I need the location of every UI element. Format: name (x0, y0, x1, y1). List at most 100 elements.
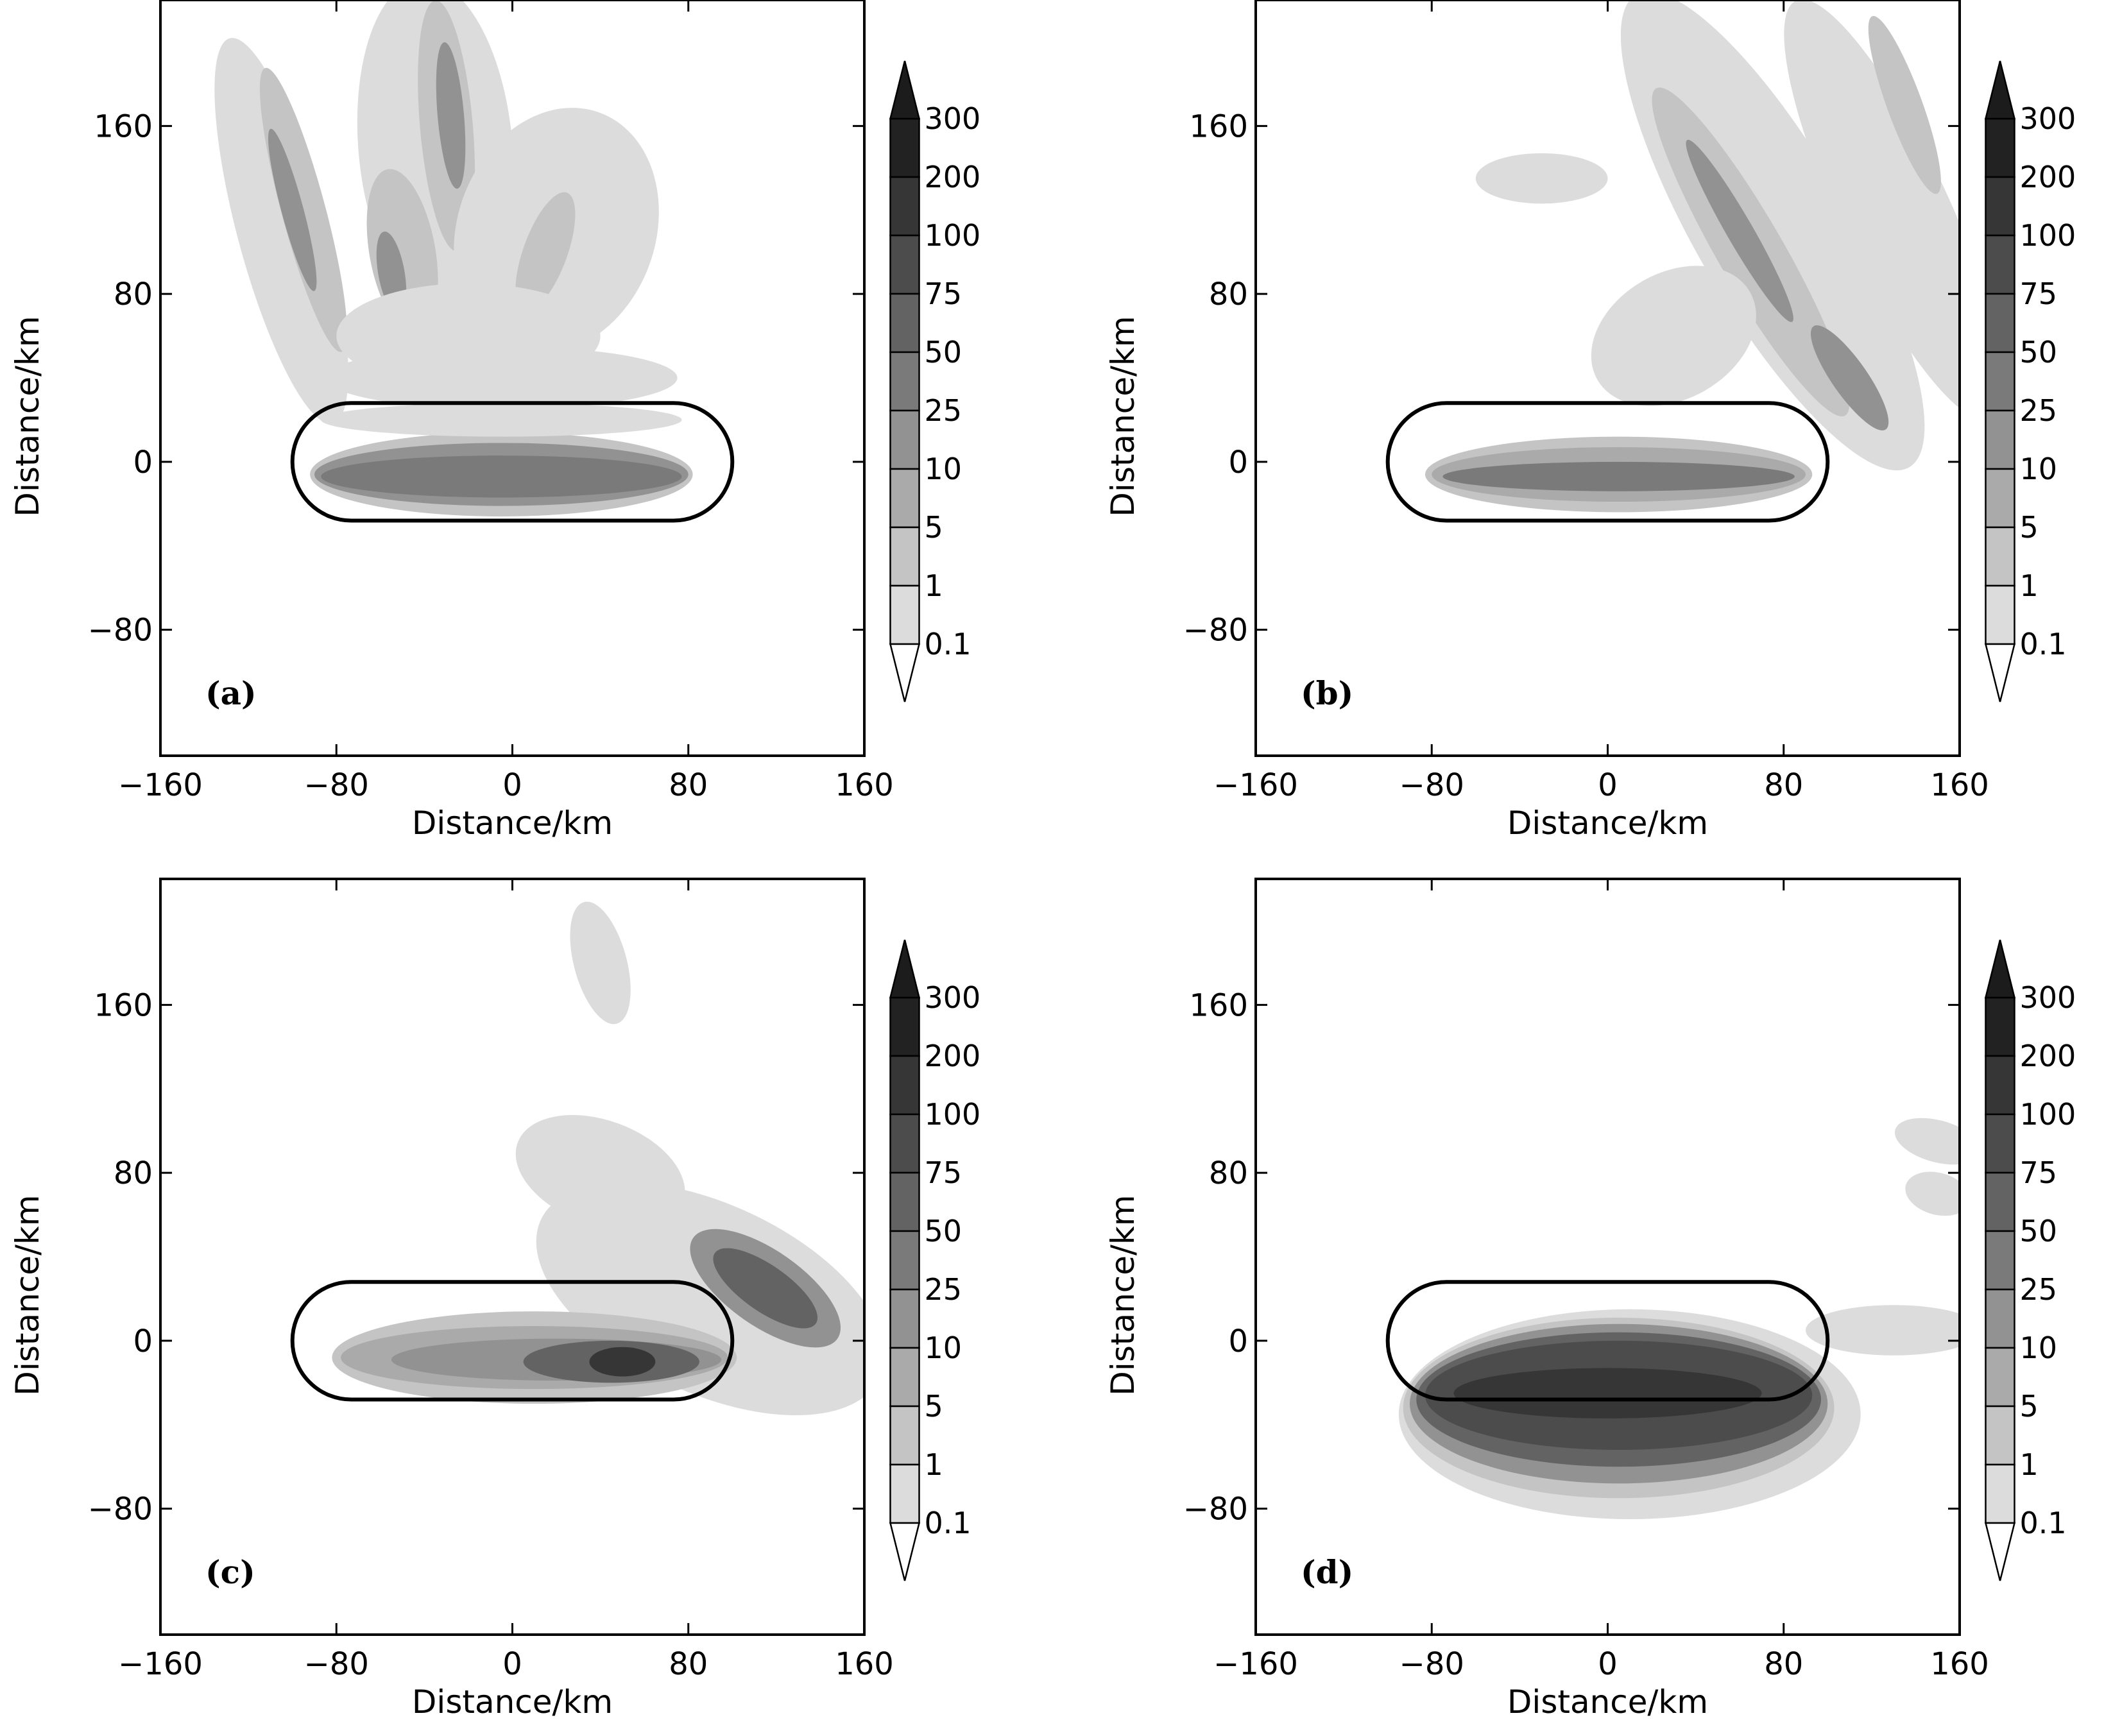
colorbar-segment (1985, 1347, 2015, 1408)
colorbar-level-label: 1 (925, 1447, 943, 1482)
colorbar-segment (889, 351, 920, 412)
y-tick-label: −80 (88, 613, 153, 649)
colorbar-segment (889, 409, 920, 470)
y-tick-label: 80 (1209, 1155, 1248, 1191)
y-tick-label: 0 (133, 445, 153, 481)
x-tick-label: 0 (502, 1646, 522, 1682)
colorbar-segment (1985, 409, 2015, 470)
colorbar-min-arrow (1984, 643, 2016, 702)
panel-3: −160 −80 0 80 160 160 80 0 −80 Distance/km Distanc… (1104, 878, 2076, 1721)
contour-blob (1810, 325, 1889, 430)
colorbar-segment (889, 996, 920, 1057)
x-tick-label: 160 (835, 1646, 894, 1682)
x-axis-label: Distance/km (412, 1683, 613, 1721)
colorbar-level-label: 0.1 (2020, 1506, 2067, 1540)
contour-blob (1591, 266, 1756, 406)
colorbar: 300 200 100 75 50 25 10 5 1 0.1 (889, 60, 981, 702)
colorbar-segment (1985, 1405, 2015, 1466)
contour-blob (1905, 1171, 1960, 1216)
contour-blob (1686, 139, 1793, 323)
contour-blob (1475, 153, 1608, 204)
contour-blob (1784, 0, 1960, 421)
colorbar-level-label: 100 (2020, 218, 2076, 253)
colorbar-level-label: 200 (925, 1039, 981, 1073)
panel-0: −160 −80 0 80 160 160 80 0 −80 Distance/km Distanc… (9, 0, 980, 842)
colorbar: 300 200 100 75 50 25 10 5 1 0.1 (1984, 60, 2076, 702)
colorbar-level-label: 0.1 (925, 1506, 971, 1540)
colorbar-level-label: 200 (925, 160, 981, 194)
colorbar-segment (1985, 176, 2015, 237)
x-tick-label: −160 (118, 767, 203, 803)
colorbar-level-label: 50 (2020, 335, 2058, 370)
colorbar-level-label: 25 (2020, 393, 2058, 428)
colorbar-segment (889, 1288, 920, 1349)
x-tick-label: 0 (1598, 1646, 1618, 1682)
contour-blob (1453, 1368, 1762, 1418)
colorbar-level-label: 5 (2020, 1389, 2039, 1424)
panel-label: (a) (205, 674, 257, 712)
colorbar-segment (1985, 1055, 2015, 1116)
x-axis-label: Distance/km (1507, 804, 1708, 842)
contour-blob (713, 1248, 818, 1329)
y-tick-label: 0 (133, 1323, 153, 1359)
colorbar-max-arrow (1984, 60, 2016, 120)
colorbar-level-label: 5 (2020, 510, 2039, 545)
colorbar-max-arrow (1984, 939, 2016, 999)
x-tick-label: −160 (1213, 767, 1298, 803)
contour-blob (589, 1347, 656, 1377)
plot-frame (1254, 878, 1961, 1636)
colorbar-level-label: 75 (925, 1155, 962, 1190)
colorbar-level-label: 1 (2020, 1447, 2039, 1482)
colorbar-level-label: 75 (2020, 1155, 2058, 1190)
colorbar-level-label: 100 (925, 218, 981, 253)
x-tick-label: −160 (1213, 1646, 1298, 1682)
y-tick-label: 0 (1228, 445, 1248, 481)
contour-field (1424, 0, 1960, 513)
colorbar-level-label: 50 (925, 335, 962, 370)
colorbar-level-label: 10 (925, 1331, 962, 1365)
colorbar-min-arrow (889, 643, 921, 702)
x-tick-label: 80 (1764, 767, 1803, 803)
x-tick-label: 80 (1764, 1646, 1803, 1682)
colorbar-segment (889, 468, 920, 529)
colorbar-level-label: 100 (2020, 1097, 2076, 1132)
x-axis-label: Distance/km (1507, 1683, 1708, 1721)
contour-blob (515, 1115, 685, 1231)
x-tick-label: −80 (1399, 1646, 1464, 1682)
colorbar-level-label: 10 (2020, 452, 2058, 486)
contour-field (332, 901, 864, 1416)
x-tick-label: 0 (502, 767, 522, 803)
colorbar-min-arrow (1984, 1522, 2016, 1581)
colorbar-level-label: 300 (2020, 101, 2076, 136)
x-tick-label: 160 (835, 767, 894, 803)
x-tick-label: 160 (1930, 1646, 1989, 1682)
x-axis-label: Distance/km (412, 804, 613, 842)
y-tick-label: 160 (94, 108, 153, 144)
x-tick-label: 0 (1598, 767, 1618, 803)
colorbar-level-label: 300 (2020, 980, 2076, 1015)
panel-1: −160 −80 0 80 160 160 80 0 −80 Distance/km Distanc… (1104, 0, 2076, 842)
colorbar-max-arrow (889, 939, 921, 999)
colorbar-level-label: 25 (925, 393, 962, 428)
colorbar: 300 200 100 75 50 25 10 5 1 0.1 (889, 939, 981, 1581)
contour-field (1398, 1118, 1960, 1520)
contour-blob (268, 128, 317, 291)
contour-blob (321, 455, 682, 498)
colorbar-min-arrow (889, 1522, 921, 1581)
x-tick-label: −80 (304, 1646, 369, 1682)
y-axis-label: Distance/km (1104, 1195, 1142, 1395)
contour-field (214, 0, 693, 516)
colorbar-segment (889, 1463, 920, 1524)
panel-label: (d) (1301, 1553, 1353, 1591)
contour-blob (214, 38, 348, 424)
colorbar-segment (1985, 117, 2015, 178)
y-tick-label: 80 (114, 1155, 153, 1191)
colorbar-level-label: 75 (925, 277, 962, 311)
colorbar-segment (889, 1113, 920, 1174)
colorbar-segment (889, 1171, 920, 1232)
contour-blob (570, 901, 631, 1025)
contour-blob (321, 403, 682, 437)
colorbar-segment (1985, 996, 2015, 1057)
panel-label: (c) (205, 1553, 255, 1591)
